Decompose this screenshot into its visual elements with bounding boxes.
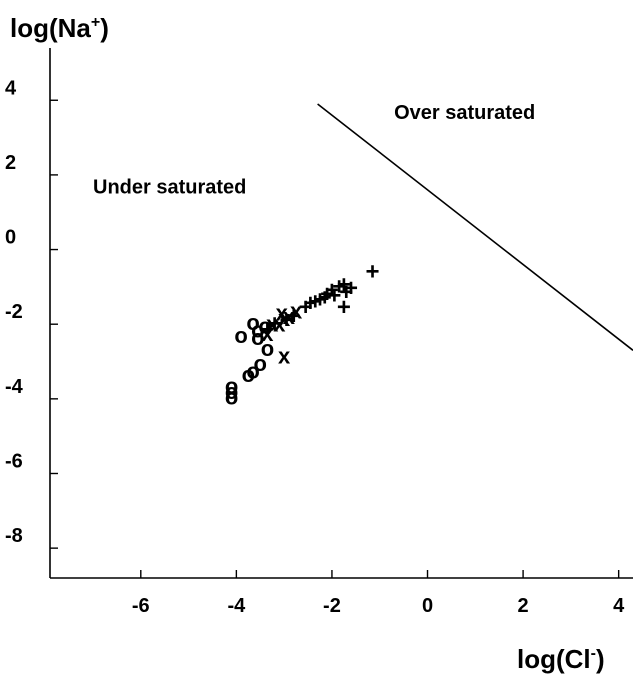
data-point-marker-o: o — [258, 314, 271, 339]
x-tick-label: 2 — [518, 595, 529, 617]
data-point-marker-o: o — [254, 351, 267, 376]
data-point-marker-plus: + — [337, 272, 351, 299]
data-point-marker-plus: + — [332, 273, 346, 300]
x-axis-title-sup: - — [591, 645, 596, 662]
data-point-marker-x: x — [278, 306, 291, 331]
x-tick-label: -6 — [132, 595, 150, 617]
data-point-marker-plus: + — [313, 286, 327, 313]
data-point-marker-plus: + — [308, 288, 322, 315]
x-tick-label: 4 — [613, 595, 625, 617]
y-axis-title: log(Na+) — [10, 13, 109, 43]
x-tick-label: -4 — [227, 595, 246, 617]
annotation: Over saturated — [394, 102, 535, 124]
x-tick-label: -2 — [323, 595, 341, 617]
data-point-marker-plus: + — [327, 283, 341, 310]
y-tick-label: -6 — [5, 450, 23, 472]
y-tick-label: 2 — [5, 152, 16, 174]
y-axis-title-text: log(Na — [10, 13, 91, 43]
data-point-marker-x: x — [261, 321, 274, 346]
data-point-marker-plus: + — [339, 279, 353, 306]
y-tick-label: -2 — [5, 301, 23, 323]
data-point-marker-o: o — [246, 358, 259, 383]
data-point-marker-x: x — [276, 301, 289, 326]
data-point-marker-plus: + — [320, 281, 334, 308]
data-point-marker-o: o — [251, 325, 264, 350]
data-point-marker-plus: + — [303, 290, 317, 317]
axes — [49, 48, 633, 579]
data-point-marker-x: x — [278, 343, 291, 368]
data-point-marker-o: o — [225, 379, 238, 404]
data-point-marker-plus: + — [344, 275, 358, 302]
y-axis-title-sup: + — [91, 14, 100, 31]
saturation-line — [317, 103, 633, 351]
y-tick-label: -8 — [5, 525, 23, 547]
x-axis-title: log(Cl-) — [517, 644, 605, 674]
data-point-marker-o: o — [246, 310, 259, 335]
data-point-marker-o: o — [261, 336, 274, 361]
data-point-marker-plus: + — [299, 294, 313, 321]
data-point-marker-x: x — [273, 312, 286, 337]
annotations: Under saturated Over saturated — [93, 102, 535, 199]
annotation: Under saturated — [93, 177, 246, 199]
y-tick-label: 4 — [5, 77, 17, 99]
data-point-marker-plus: + — [287, 303, 301, 330]
data-point-marker-plus: + — [260, 316, 274, 343]
data-point-marker-x: x — [266, 312, 279, 337]
data-point-marker-o: o — [242, 362, 255, 387]
data-point-marker-plus: + — [268, 311, 282, 338]
data-point-marker-o: o — [234, 323, 247, 348]
y-axis-title-close: ) — [100, 13, 109, 43]
data-point-marker-o: o — [225, 373, 238, 398]
data-point-marker-plus: + — [366, 258, 380, 285]
y-tick-label: 0 — [5, 227, 16, 249]
data-point-marker-plus: + — [325, 277, 339, 304]
y-tick-label: -4 — [5, 376, 24, 398]
data-point-marker-x: x — [290, 299, 303, 324]
data-point-marker-o: o — [251, 317, 264, 342]
data-point-marker-plus: + — [318, 285, 332, 312]
data-point-marker-x: x — [283, 304, 296, 329]
ticks: -6 -4 -2 0 2 4 4 2 0 -2 -4 -6 -8 — [5, 77, 625, 617]
data-point-marker-o: o — [225, 384, 238, 409]
data-point-marker-plus: + — [337, 294, 351, 321]
x-axis-title-close: ) — [596, 644, 605, 674]
x-axis-title-text: log(Cl — [517, 644, 591, 674]
data-point-marker-plus: + — [280, 307, 294, 334]
x-tick-label: 0 — [422, 595, 433, 617]
